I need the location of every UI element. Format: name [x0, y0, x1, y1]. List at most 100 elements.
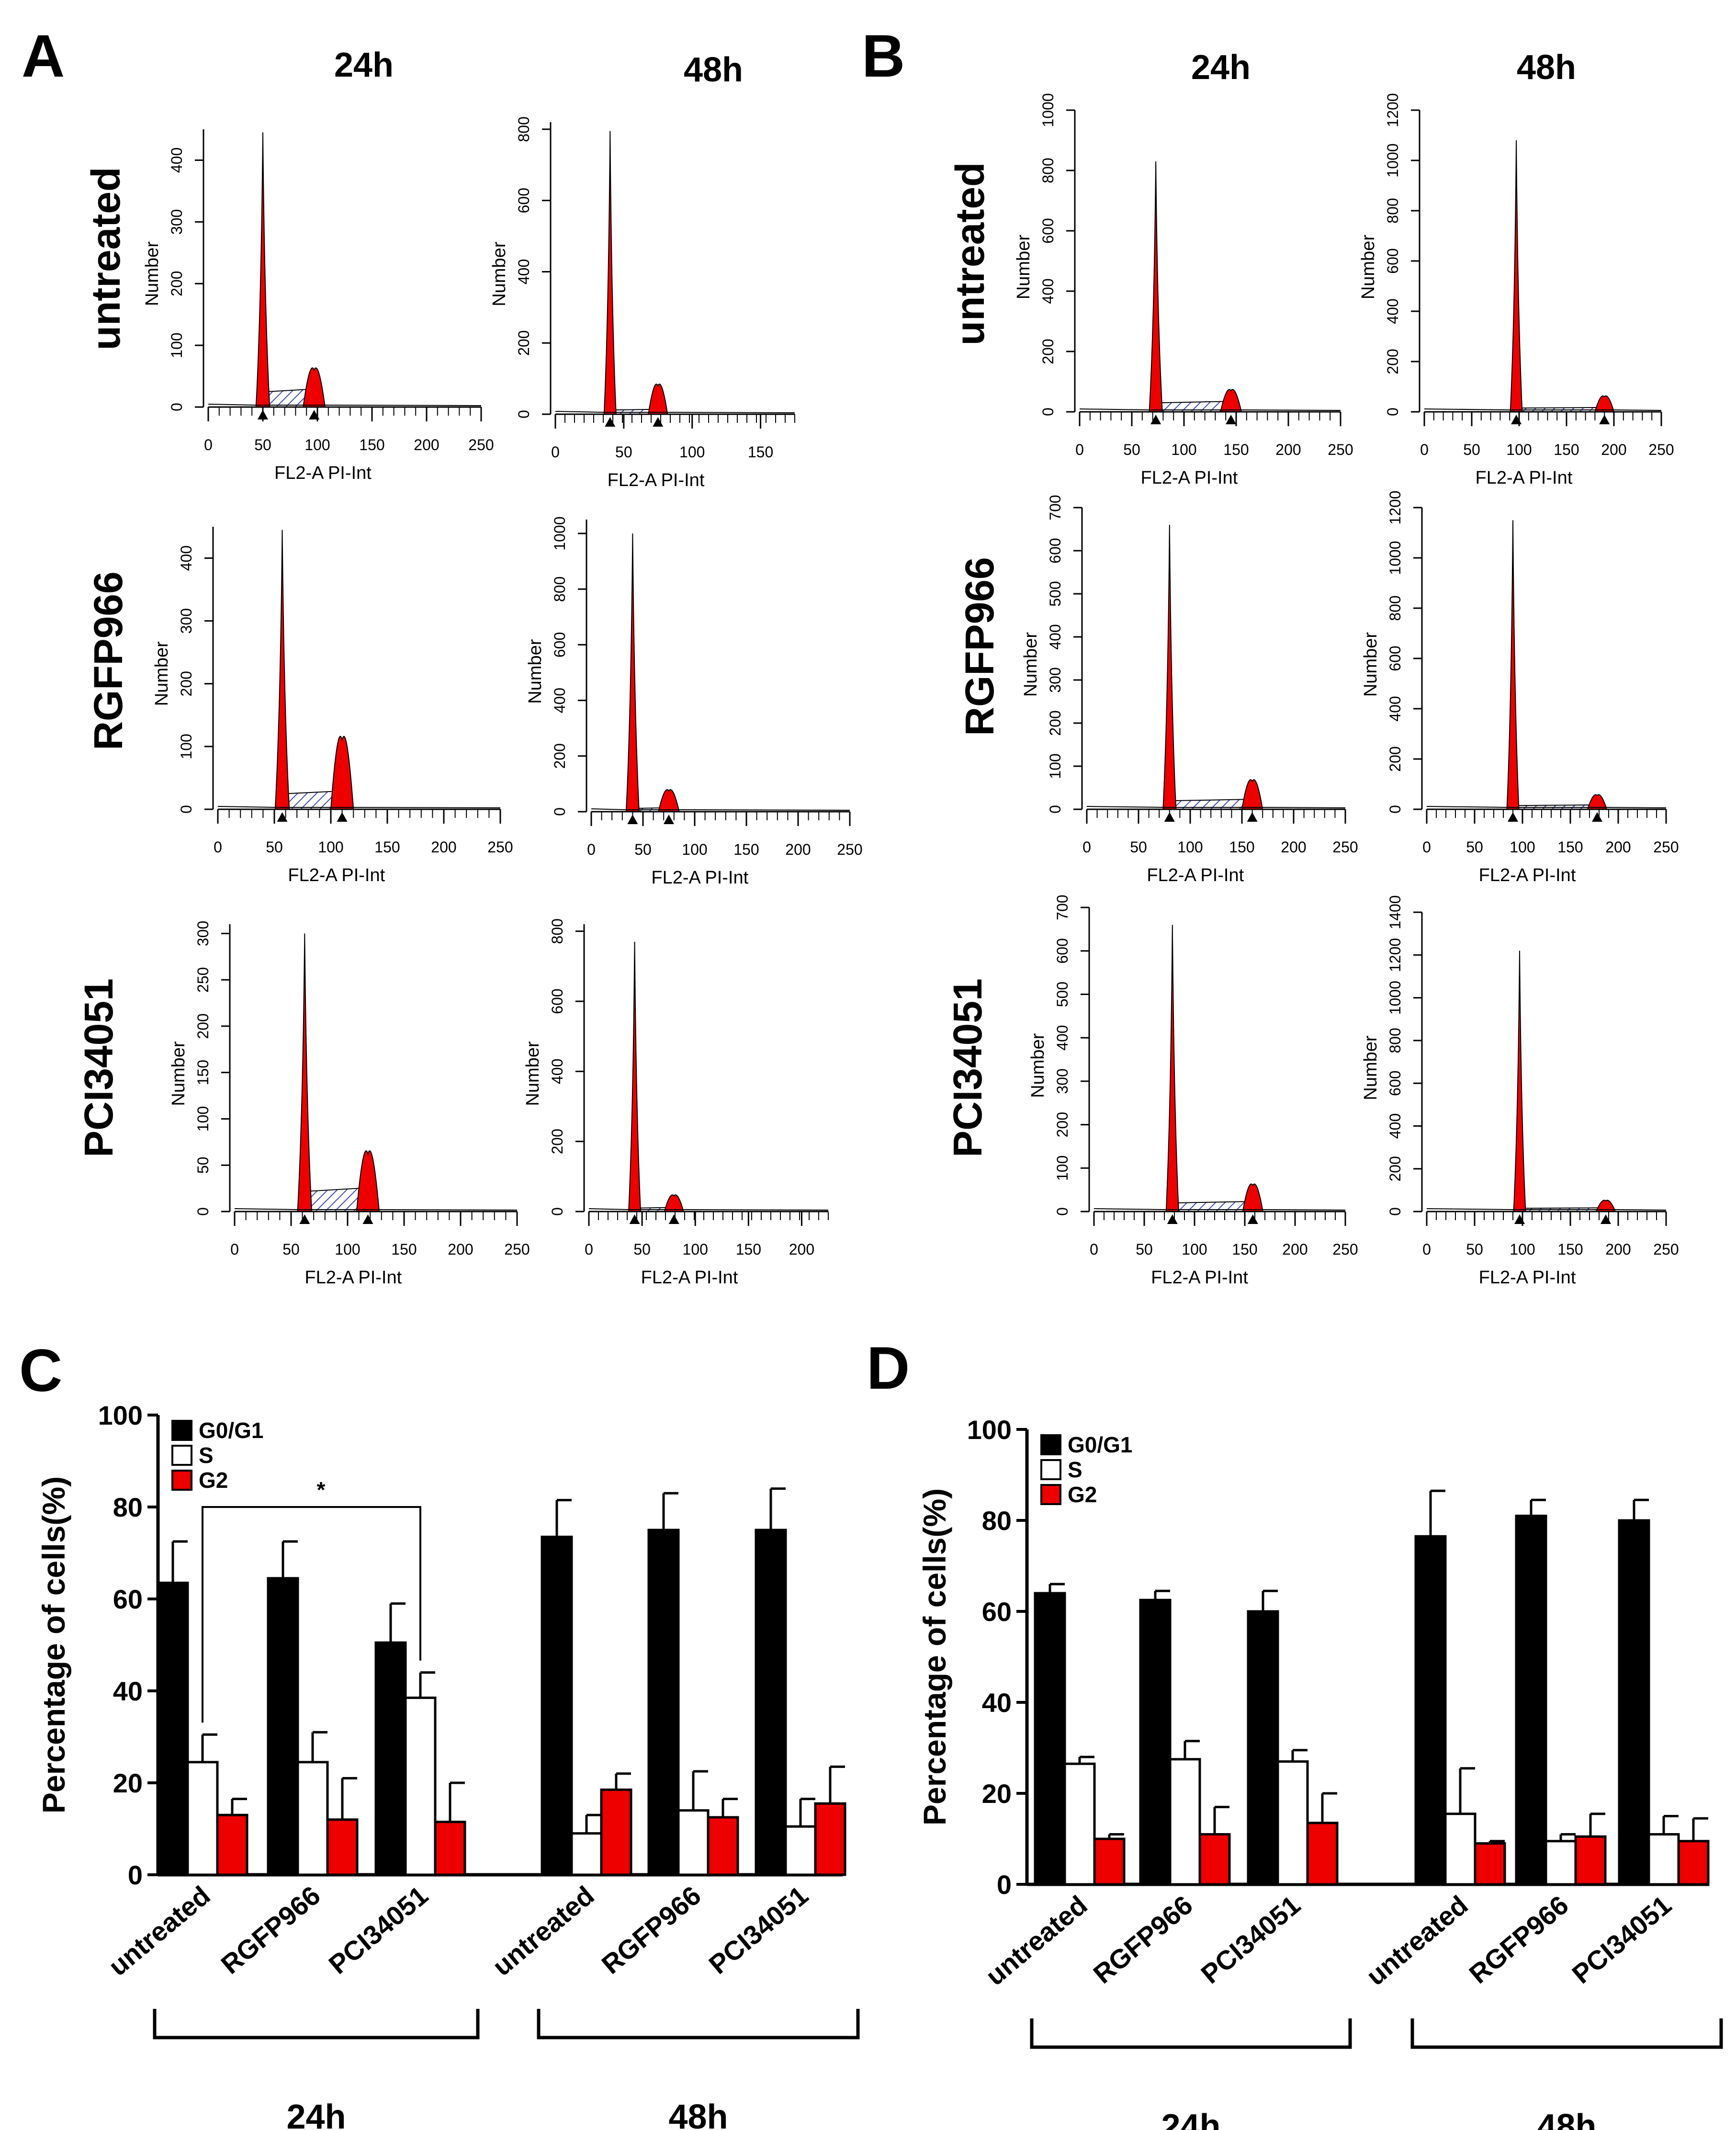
y-tick-label: 0	[997, 1869, 1012, 1900]
g1-peak	[1510, 140, 1523, 412]
y-tick-label: 1200	[1387, 938, 1404, 972]
y-axis-label: Number	[152, 641, 172, 706]
x-tick-label: 200	[414, 436, 439, 453]
y-axis-label: Percentage of cells(%)	[917, 1488, 952, 1825]
x-tick-label: 200	[1601, 441, 1626, 458]
x-axis-label: FL2-A PI-Int	[1476, 468, 1573, 488]
histogram-rgfp966-24h: 0 50 100 150 200 250 0 100 200 300 400 FL2-A PI-Int…	[152, 527, 513, 885]
category-label: untreated	[487, 1880, 600, 1982]
g1-peak	[625, 533, 640, 812]
peak-marker	[299, 1214, 310, 1224]
histogram-trace	[217, 806, 501, 808]
bar-g2	[1574, 1835, 1607, 1886]
g2-peak	[1241, 779, 1263, 810]
y-axis-label: Number	[1361, 1035, 1381, 1100]
x-tick-label: 150	[748, 443, 773, 461]
row-title: PCI34051	[76, 978, 121, 1157]
significance-bracket	[202, 1506, 421, 1723]
y-tick-label: 250	[194, 967, 212, 992]
g1-peak	[255, 132, 271, 408]
peak-marker	[1511, 415, 1522, 424]
g1-peak	[1165, 925, 1179, 1212]
g2-peak	[658, 789, 680, 812]
g2-peak	[648, 384, 668, 415]
x-tick-label: 200	[1605, 838, 1631, 856]
x-tick-label: 150	[733, 841, 759, 858]
peak-marker	[1150, 415, 1161, 424]
x-tick-label: 100	[683, 1241, 708, 1258]
s-phase-region	[614, 408, 654, 415]
x-tick-label: 150	[1554, 441, 1579, 458]
peak-marker	[1599, 415, 1610, 424]
legend-swatch	[1040, 1459, 1061, 1480]
y-tick-label: 400	[1054, 1025, 1071, 1050]
x-tick-label: 150	[1223, 441, 1249, 458]
g1-peak	[1513, 951, 1526, 1212]
x-axis-label: FL2-A PI-Int	[1147, 865, 1244, 885]
bar-s	[186, 1761, 219, 1876]
y-tick-label: 20	[982, 1779, 1012, 1809]
y-tick-label: 800	[1387, 1028, 1404, 1053]
category-label: untreated	[103, 1880, 216, 1982]
peak-marker	[1601, 1214, 1611, 1224]
s-phase-region	[287, 791, 337, 810]
x-axis-label: FL2-A PI-Int	[1151, 1268, 1248, 1288]
g2-peak	[303, 367, 326, 408]
y-tick-label: 300	[168, 209, 185, 235]
y-tick-label: 600	[1384, 248, 1401, 273]
x-tick-label: 200	[1281, 838, 1306, 856]
g2-peak	[330, 736, 354, 810]
y-tick-label: 400	[1387, 1113, 1404, 1139]
x-tick-label: 100	[1510, 838, 1535, 856]
x-tick-label: 250	[1328, 441, 1353, 458]
x-tick-label: 0	[1082, 838, 1091, 856]
y-tick-label: 400	[1387, 696, 1404, 721]
x-tick-label: 200	[1282, 1241, 1308, 1258]
bar-g0-g1	[647, 1529, 680, 1876]
y-tick-label: 0	[1039, 408, 1057, 416]
bar-panel-c: C 0 20 40 60 80 100 Percentage of cells(%) G0/G1…	[19, 1337, 860, 2130]
histogram-pci34051-48h: 0 50 100 150 200 250 0 200 400 600 800 1000 1200 1400…	[1361, 895, 1679, 1288]
bar-s	[1544, 1840, 1577, 1886]
bar-g2	[1474, 1842, 1506, 1886]
legend-swatch	[171, 1445, 192, 1466]
panel-letter: B	[862, 23, 905, 90]
y-tick-label: 1000	[551, 516, 568, 550]
legend-entry: G0/G1	[1068, 1432, 1133, 1457]
row-title: PCI34051	[945, 978, 990, 1157]
y-tick-label: 100	[194, 1106, 212, 1132]
y-tick-label: 800	[1384, 198, 1401, 223]
y-tick-label: 0	[178, 805, 195, 814]
peak-marker	[309, 410, 320, 419]
x-tick-label: 100	[318, 838, 343, 856]
group-label: 48h	[668, 2098, 728, 2130]
x-tick-label: 0	[585, 1241, 593, 1258]
peak-marker	[664, 815, 674, 824]
g2-peak	[664, 1194, 685, 1212]
peak-marker	[1592, 812, 1602, 822]
y-tick-label: 500	[1047, 581, 1064, 606]
y-tick-label: 0	[168, 403, 185, 411]
y-tick-label: 400	[1384, 298, 1401, 324]
bar-g0-g1	[755, 1529, 787, 1876]
x-tick-label: 150	[1557, 1241, 1583, 1258]
y-tick-label: 200	[551, 743, 568, 769]
x-tick-label: 100	[682, 841, 707, 858]
g2-peak	[1220, 389, 1242, 412]
y-tick-label: 200	[549, 1129, 566, 1154]
peak-marker	[1247, 812, 1258, 822]
x-tick-label: 150	[374, 838, 400, 856]
g2-peak	[1242, 1183, 1263, 1212]
histogram-panel-b: B 24h 48h untreated RGFP966 PCI34051 0 50 100 150…	[862, 23, 1679, 1288]
g2-peak	[1595, 1200, 1616, 1212]
y-tick-label: 700	[1054, 895, 1071, 920]
y-tick-label: 200	[1047, 710, 1064, 736]
category-label: RGFP966	[1087, 1890, 1198, 1989]
x-axis-label: FL2-A PI-Int	[1141, 468, 1238, 488]
y-axis-label: Number	[1361, 632, 1381, 697]
y-axis-label: Number	[169, 1041, 189, 1106]
peak-marker	[1247, 1214, 1258, 1224]
y-tick-label: 300	[178, 608, 195, 634]
bar-g0-g1	[1515, 1515, 1547, 1886]
histogram-panels: A 24h 48h untreated RGFP966 PCI34051 0 50 100 150…	[22, 23, 1679, 1288]
